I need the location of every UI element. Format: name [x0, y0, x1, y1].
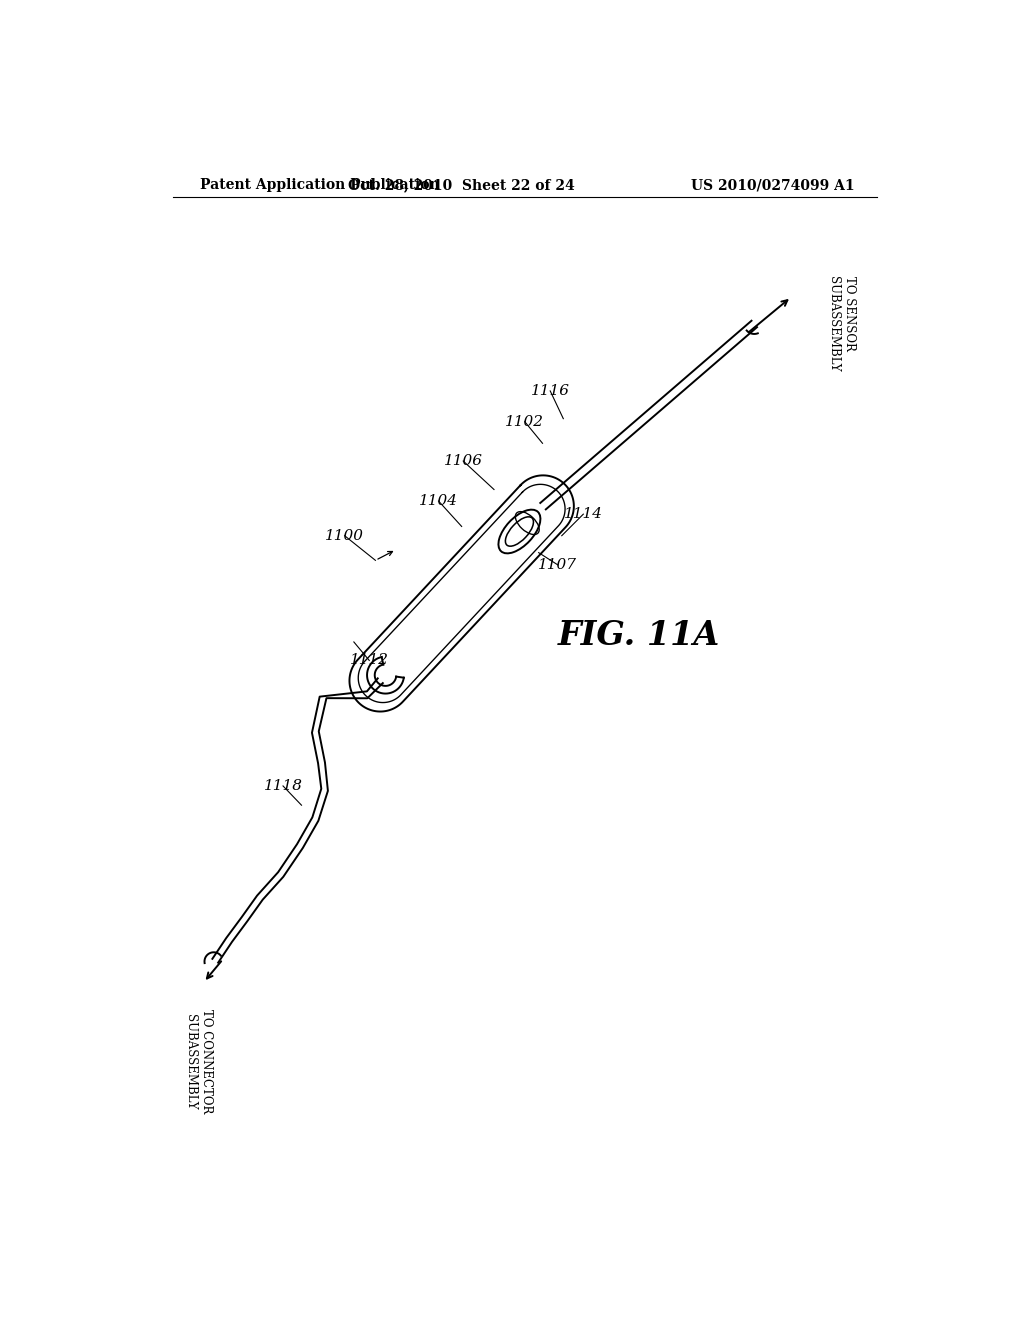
Text: 1118: 1118	[263, 779, 302, 793]
Text: FIG. 11A: FIG. 11A	[558, 619, 720, 652]
Text: Oct. 28, 2010  Sheet 22 of 24: Oct. 28, 2010 Sheet 22 of 24	[348, 178, 575, 193]
Text: 1114: 1114	[564, 507, 603, 521]
Text: US 2010/0274099 A1: US 2010/0274099 A1	[691, 178, 854, 193]
Text: 1100: 1100	[326, 529, 365, 543]
Text: 1104: 1104	[419, 494, 458, 508]
Text: Patent Application Publication: Patent Application Publication	[200, 178, 439, 193]
Text: 1112: 1112	[350, 653, 389, 668]
Text: 1102: 1102	[505, 414, 545, 429]
Text: TO SENSOR
SUBASSEMBLY: TO SENSOR SUBASSEMBLY	[827, 276, 856, 372]
Text: 1106: 1106	[443, 454, 482, 469]
Text: TO CONNECTOR
SUBASSEMBLY: TO CONNECTOR SUBASSEMBLY	[184, 1010, 213, 1114]
Text: 1107: 1107	[539, 558, 578, 572]
Text: 1116: 1116	[530, 384, 569, 397]
